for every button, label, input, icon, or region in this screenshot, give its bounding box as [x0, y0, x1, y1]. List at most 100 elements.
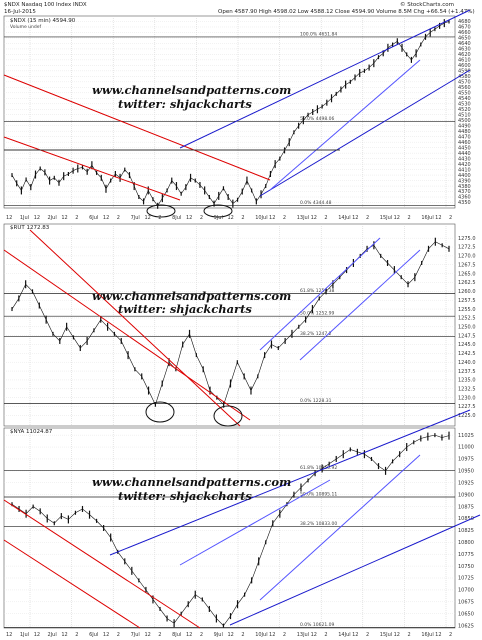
- y-tick-label: 4660: [458, 30, 471, 36]
- x-tick-label: 12: [186, 632, 192, 638]
- y-tick-label: 4490: [458, 123, 471, 129]
- trend-line: [259, 237, 381, 351]
- fib-label: 50.0% 10895.11: [300, 491, 337, 497]
- fib-label: 0.0% 1228.31: [300, 398, 332, 404]
- highlight-ellipse: [213, 405, 243, 427]
- y-tick-label: 4440: [458, 151, 471, 157]
- fib-label: 0.0% 10621.09: [300, 622, 334, 628]
- x-tick-label: 6Jul: [89, 215, 98, 221]
- trend-line: [179, 479, 331, 566]
- x-tick-label: 1Jul: [20, 632, 29, 638]
- trend-line: [269, 59, 421, 191]
- price-line: [11, 434, 450, 627]
- y-tick-label: 10975: [458, 457, 474, 463]
- x-tick-label: 10Jul: [255, 215, 267, 221]
- x-tick-label: 7Jul: [131, 632, 140, 638]
- y-tick-label: 10775: [458, 552, 474, 558]
- watermark-site-3: www.channelsandpatterns.com: [92, 475, 291, 489]
- x-tick-label: 2: [241, 215, 244, 221]
- x-tick-label: 2: [324, 632, 327, 638]
- y-tick-label: 1235.0: [458, 378, 476, 384]
- x-tick-label: 2: [283, 632, 286, 638]
- watermark-twitter-3: twitter: shjackcharts: [118, 489, 252, 503]
- panel-title-ndx: $NDX (15 min) 4594.90: [10, 18, 76, 24]
- y-tick-label: 1242.5: [458, 351, 476, 357]
- y-tick-label: 10725: [458, 576, 474, 582]
- y-tick-label: 10650: [458, 611, 474, 617]
- y-tick-label: 4360: [458, 195, 471, 201]
- watermark-site-1: www.channelsandpatterns.com: [92, 83, 291, 97]
- x-tick-label: 2: [158, 215, 161, 221]
- x-tick-label: 12: [103, 632, 109, 638]
- trend-line: [229, 514, 481, 626]
- y-tick-label: 4520: [458, 107, 471, 113]
- plot-frame: [3, 15, 456, 209]
- y-tick-label: 10800: [458, 540, 474, 546]
- x-tick-label: 12: [103, 215, 109, 221]
- x-tick-label: 14Jul: [338, 632, 350, 638]
- panel-subtitle-ndx: Volume undef: [10, 24, 41, 30]
- x-tick-label: 12: [34, 632, 40, 638]
- y-tick-label: 4480: [458, 129, 471, 135]
- y-tick-label: 4530: [458, 101, 471, 107]
- trend-line: [29, 229, 241, 427]
- x-tick-label: 12: [61, 632, 67, 638]
- fib-label: 61.8% 1259.38: [300, 288, 334, 294]
- x-tick-label: 2: [449, 215, 452, 221]
- plot-frame: [3, 427, 456, 629]
- x-tick-label: 16Jul: [421, 632, 433, 638]
- y-tick-label: 4540: [458, 96, 471, 102]
- plot-frame: [3, 223, 456, 427]
- x-tick-label: 12: [34, 215, 40, 221]
- x-tick-label: 2: [200, 632, 203, 638]
- y-tick-label: 1227.5: [458, 404, 476, 410]
- y-tick-label: 4550: [458, 91, 471, 97]
- ndx-panel: 4680467046604650464046304620461046004590…: [3, 9, 471, 218]
- y-tick-label: 10875: [458, 504, 474, 510]
- y-tick-label: 1267.5: [458, 262, 476, 268]
- x-tick-label: 12: [228, 215, 234, 221]
- y-tick-label: 1255.0: [458, 307, 476, 313]
- y-tick-label: 4430: [458, 156, 471, 162]
- y-tick-label: 10700: [458, 588, 474, 594]
- highlight-ellipse: [145, 401, 175, 423]
- y-tick-label: 1247.5: [458, 333, 476, 339]
- x-tick-label: 13Jul: [297, 215, 309, 221]
- fib-label: 0.0% 4344.48: [300, 200, 332, 206]
- y-tick-label: 4400: [458, 173, 471, 179]
- x-tick-label: 13Jul: [297, 632, 309, 638]
- y-tick-label: 4650: [458, 36, 471, 42]
- y-tick-label: 1260.0: [458, 289, 476, 295]
- y-tick-label: 10850: [458, 516, 474, 522]
- y-tick-label: 4570: [458, 80, 471, 86]
- x-tick-label: 12: [394, 215, 400, 221]
- fib-label: 61.8% 10950.92: [300, 465, 337, 471]
- x-tick-label: 15Jul: [380, 215, 392, 221]
- y-tick-label: 4450: [458, 145, 471, 151]
- price-line: [11, 241, 450, 406]
- fib-label: 38.2% 1247.2: [300, 331, 332, 337]
- header-brand: © StockCharts.com: [400, 1, 454, 8]
- x-tick-label: 2: [324, 215, 327, 221]
- fib-label: 38.2% 10833.00: [300, 521, 337, 527]
- y-tick-label: 4640: [458, 41, 471, 47]
- y-tick-label: 4410: [458, 167, 471, 173]
- x-tick-label: 12: [6, 215, 12, 221]
- trend-line: [3, 499, 201, 629]
- y-tick-label: 1230.0: [458, 395, 476, 401]
- y-tick-label: 4370: [458, 189, 471, 195]
- y-tick-label: 4590: [458, 69, 471, 75]
- y-tick-label: 1245.0: [458, 342, 476, 348]
- y-tick-label: 1232.5: [458, 386, 476, 392]
- x-tick-label: 12: [6, 632, 12, 638]
- x-tick-label: 2: [200, 215, 203, 221]
- x-tick-label: 2: [407, 215, 410, 221]
- x-tick-label: 12: [311, 215, 317, 221]
- y-tick-label: 1270.0: [458, 254, 476, 260]
- highlight-ellipse: [203, 204, 233, 218]
- trend-line: [179, 9, 471, 149]
- x-tick-label: 12: [435, 215, 441, 221]
- x-tick-label: 10Jul: [255, 632, 267, 638]
- x-tick-label: 7Jul: [131, 215, 140, 221]
- y-tick-label: 4600: [458, 63, 471, 69]
